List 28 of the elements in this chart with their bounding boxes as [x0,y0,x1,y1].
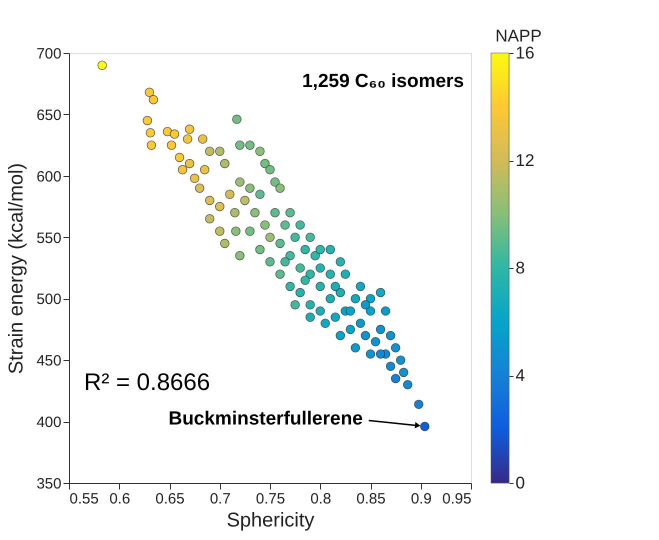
color-bar-label: 4 [516,366,525,385]
color-bar-title: NAPP [495,26,542,46]
x-tick-label: 0.85 [356,490,386,508]
x-tick-label: 0.8 [310,490,332,508]
y-tick-label: 350 [36,476,62,492]
x-tick-label: 0.55 [70,490,99,508]
color-bar-label: 16 [516,44,534,62]
color-bar-label: 0 [516,474,525,492]
y-tick-label: 650 [36,106,62,124]
annotation: 1,259 C₆₀ isomers [302,71,464,92]
annotation: R² = 0.8666 [84,369,210,396]
x-tick-label: 0.95 [442,490,472,508]
y-tick-label: 400 [36,414,62,432]
y-tick-label: 450 [36,352,62,370]
x-tick-label: 0.7 [210,490,231,508]
y-axis-title: Strain energy (kcal/mol) [5,162,28,374]
y-tick-label: 550 [36,230,62,247]
y-tick-label: 700 [36,46,62,62]
y-tick-label: 600 [36,168,62,186]
x-tick-label: 0.6 [109,490,130,508]
x-tick-label: 0.75 [256,490,286,508]
color-bar-label: 8 [516,258,525,278]
color-bar-label: 12 [516,151,534,170]
y-tick-label: 500 [36,291,62,308]
annotation: Buckminsterfullerene [168,408,363,430]
x-axis-title: Sphericity [226,510,314,532]
x-tick-label: 0.9 [410,490,432,508]
x-tick-label: 0.65 [155,490,185,508]
